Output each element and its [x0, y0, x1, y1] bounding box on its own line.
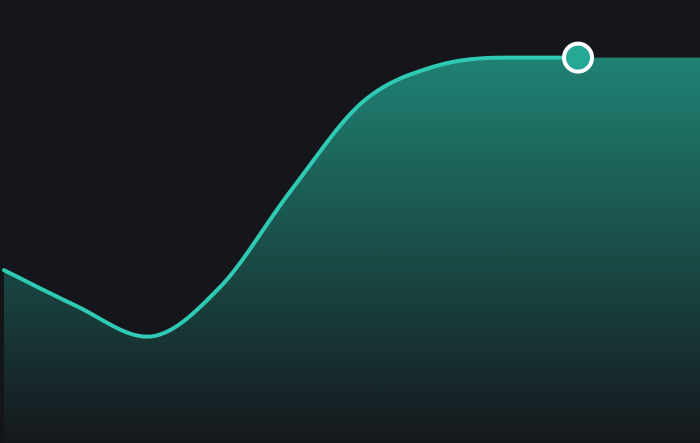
left-edge-strip: [0, 0, 4, 443]
area-fill: [4, 57, 700, 443]
end-point-marker[interactable]: [562, 41, 595, 74]
series-line: [2, 55, 581, 339]
